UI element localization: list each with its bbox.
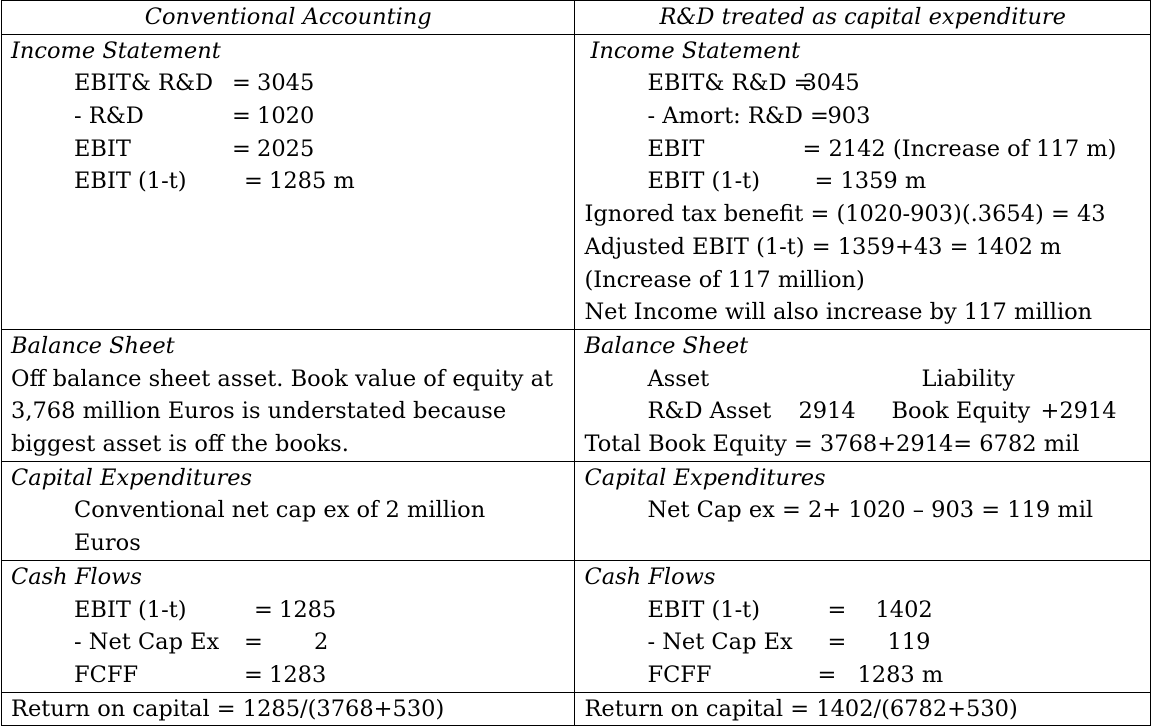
capex-title: Capital Expenditures xyxy=(584,464,826,491)
capex-text: Conventional net cap ex of 2 million Eur… xyxy=(74,497,486,557)
cash-flow-line: FCFF = 1283 xyxy=(74,661,327,688)
cash-flows-row: Cash Flows EBIT (1-t) = 1285 - Net Cap Ex =… xyxy=(0,559,1151,693)
income-statement-left: Income Statement EBIT& R&D = 3045 - R&D = 10… xyxy=(0,33,576,330)
income-line: EBIT (1-t) = 1359 m xyxy=(647,168,927,195)
income-line: EBIT& R&D =3045 xyxy=(647,70,860,97)
income-line: EBIT& R&D = 3045 xyxy=(74,70,315,97)
balance-values: R&D Asset 2914 Book Equity +2914 xyxy=(647,398,1117,425)
cash-flows-left: Cash Flows EBIT (1-t) = 1285 - Net Cap Ex =… xyxy=(0,559,576,693)
capex-left: Capital Expenditures Conventional net ca… xyxy=(0,460,576,561)
header-row: Conventional Accounting R&D treated as c… xyxy=(0,0,1151,35)
cash-flows-title: Cash Flows xyxy=(11,563,142,590)
income-line: - Amort: R&D =903 xyxy=(647,103,871,130)
balance-sheet-left: Balance Sheet Off balance sheet asset. B… xyxy=(0,328,576,462)
income-note: Adjusted EBIT (1-t) = 1359+43 = 1402 m xyxy=(584,233,1062,260)
cash-flow-line: EBIT (1-t) = 1285 xyxy=(74,596,337,623)
header-rd-capital: R&D treated as capital expenditure xyxy=(574,0,1151,35)
return-on-capital-right: Return on capital = 1402/(6782+530) xyxy=(574,691,1151,727)
income-statement-right: Income Statement EBIT& R&D =3045 - Amort… xyxy=(574,33,1151,330)
return-on-capital-left: Return on capital = 1285/(3768+530) xyxy=(0,691,576,727)
income-line: EBIT = 2025 xyxy=(74,135,315,162)
income-line: EBIT (1-t) = 1285 m xyxy=(74,168,355,195)
balance-sheet-row: Balance Sheet Off balance sheet asset. B… xyxy=(0,328,1151,462)
income-statement-title: Income Statement xyxy=(590,37,801,64)
return-on-capital-row: Return on capital = 1285/(3768+530) Retu… xyxy=(0,691,1151,727)
balance-sheet-title: Balance Sheet xyxy=(584,332,749,359)
cash-flows-right: Cash Flows EBIT (1-t) = 1402 - Net Cap Ex =… xyxy=(574,559,1151,693)
income-statement-title: Income Statement xyxy=(11,37,221,64)
balance-sheet-title: Balance Sheet xyxy=(11,332,175,359)
balance-sheet-text: Off balance sheet asset. Book value of e… xyxy=(11,365,554,458)
capex-text: Net Cap ex = 2+ 1020 – 903 = 119 mil xyxy=(647,497,1094,524)
capex-right: Capital Expenditures Net Cap ex = 2+ 102… xyxy=(574,460,1151,561)
cash-flow-line: EBIT (1-t) = 1402 xyxy=(647,596,933,623)
cash-flows-title: Cash Flows xyxy=(584,563,716,590)
cash-flow-line: - Net Cap Ex = 2 xyxy=(74,629,329,656)
balance-headers: Asset Liability xyxy=(647,365,1015,392)
cash-flow-line: - Net Cap Ex = 119 xyxy=(647,629,931,656)
capex-title: Capital Expenditures xyxy=(11,464,253,491)
income-statement-row: Income Statement EBIT& R&D = 3045 - R&D = 10… xyxy=(0,33,1151,330)
cash-flow-line: FCFF = 1283 m xyxy=(647,661,944,688)
income-note: (Increase of 117 million) xyxy=(584,266,865,293)
income-line: EBIT = 2142 (Increase of 117 m) xyxy=(647,135,1117,162)
income-note: Net Income will also increase by 117 mil… xyxy=(584,299,1093,326)
capex-row: Capital Expenditures Conventional net ca… xyxy=(0,460,1151,561)
header-conventional: Conventional Accounting xyxy=(0,0,576,35)
income-note: Ignored tax benefit = (1020-903)(.3654) … xyxy=(584,201,1106,228)
balance-total: Total Book Equity = 3768+2914= 6782 mil xyxy=(584,430,1080,457)
balance-sheet-right: Balance Sheet Asset Liability R&D Asset 29… xyxy=(574,328,1151,462)
income-line: - R&D = 1020 xyxy=(74,103,315,130)
